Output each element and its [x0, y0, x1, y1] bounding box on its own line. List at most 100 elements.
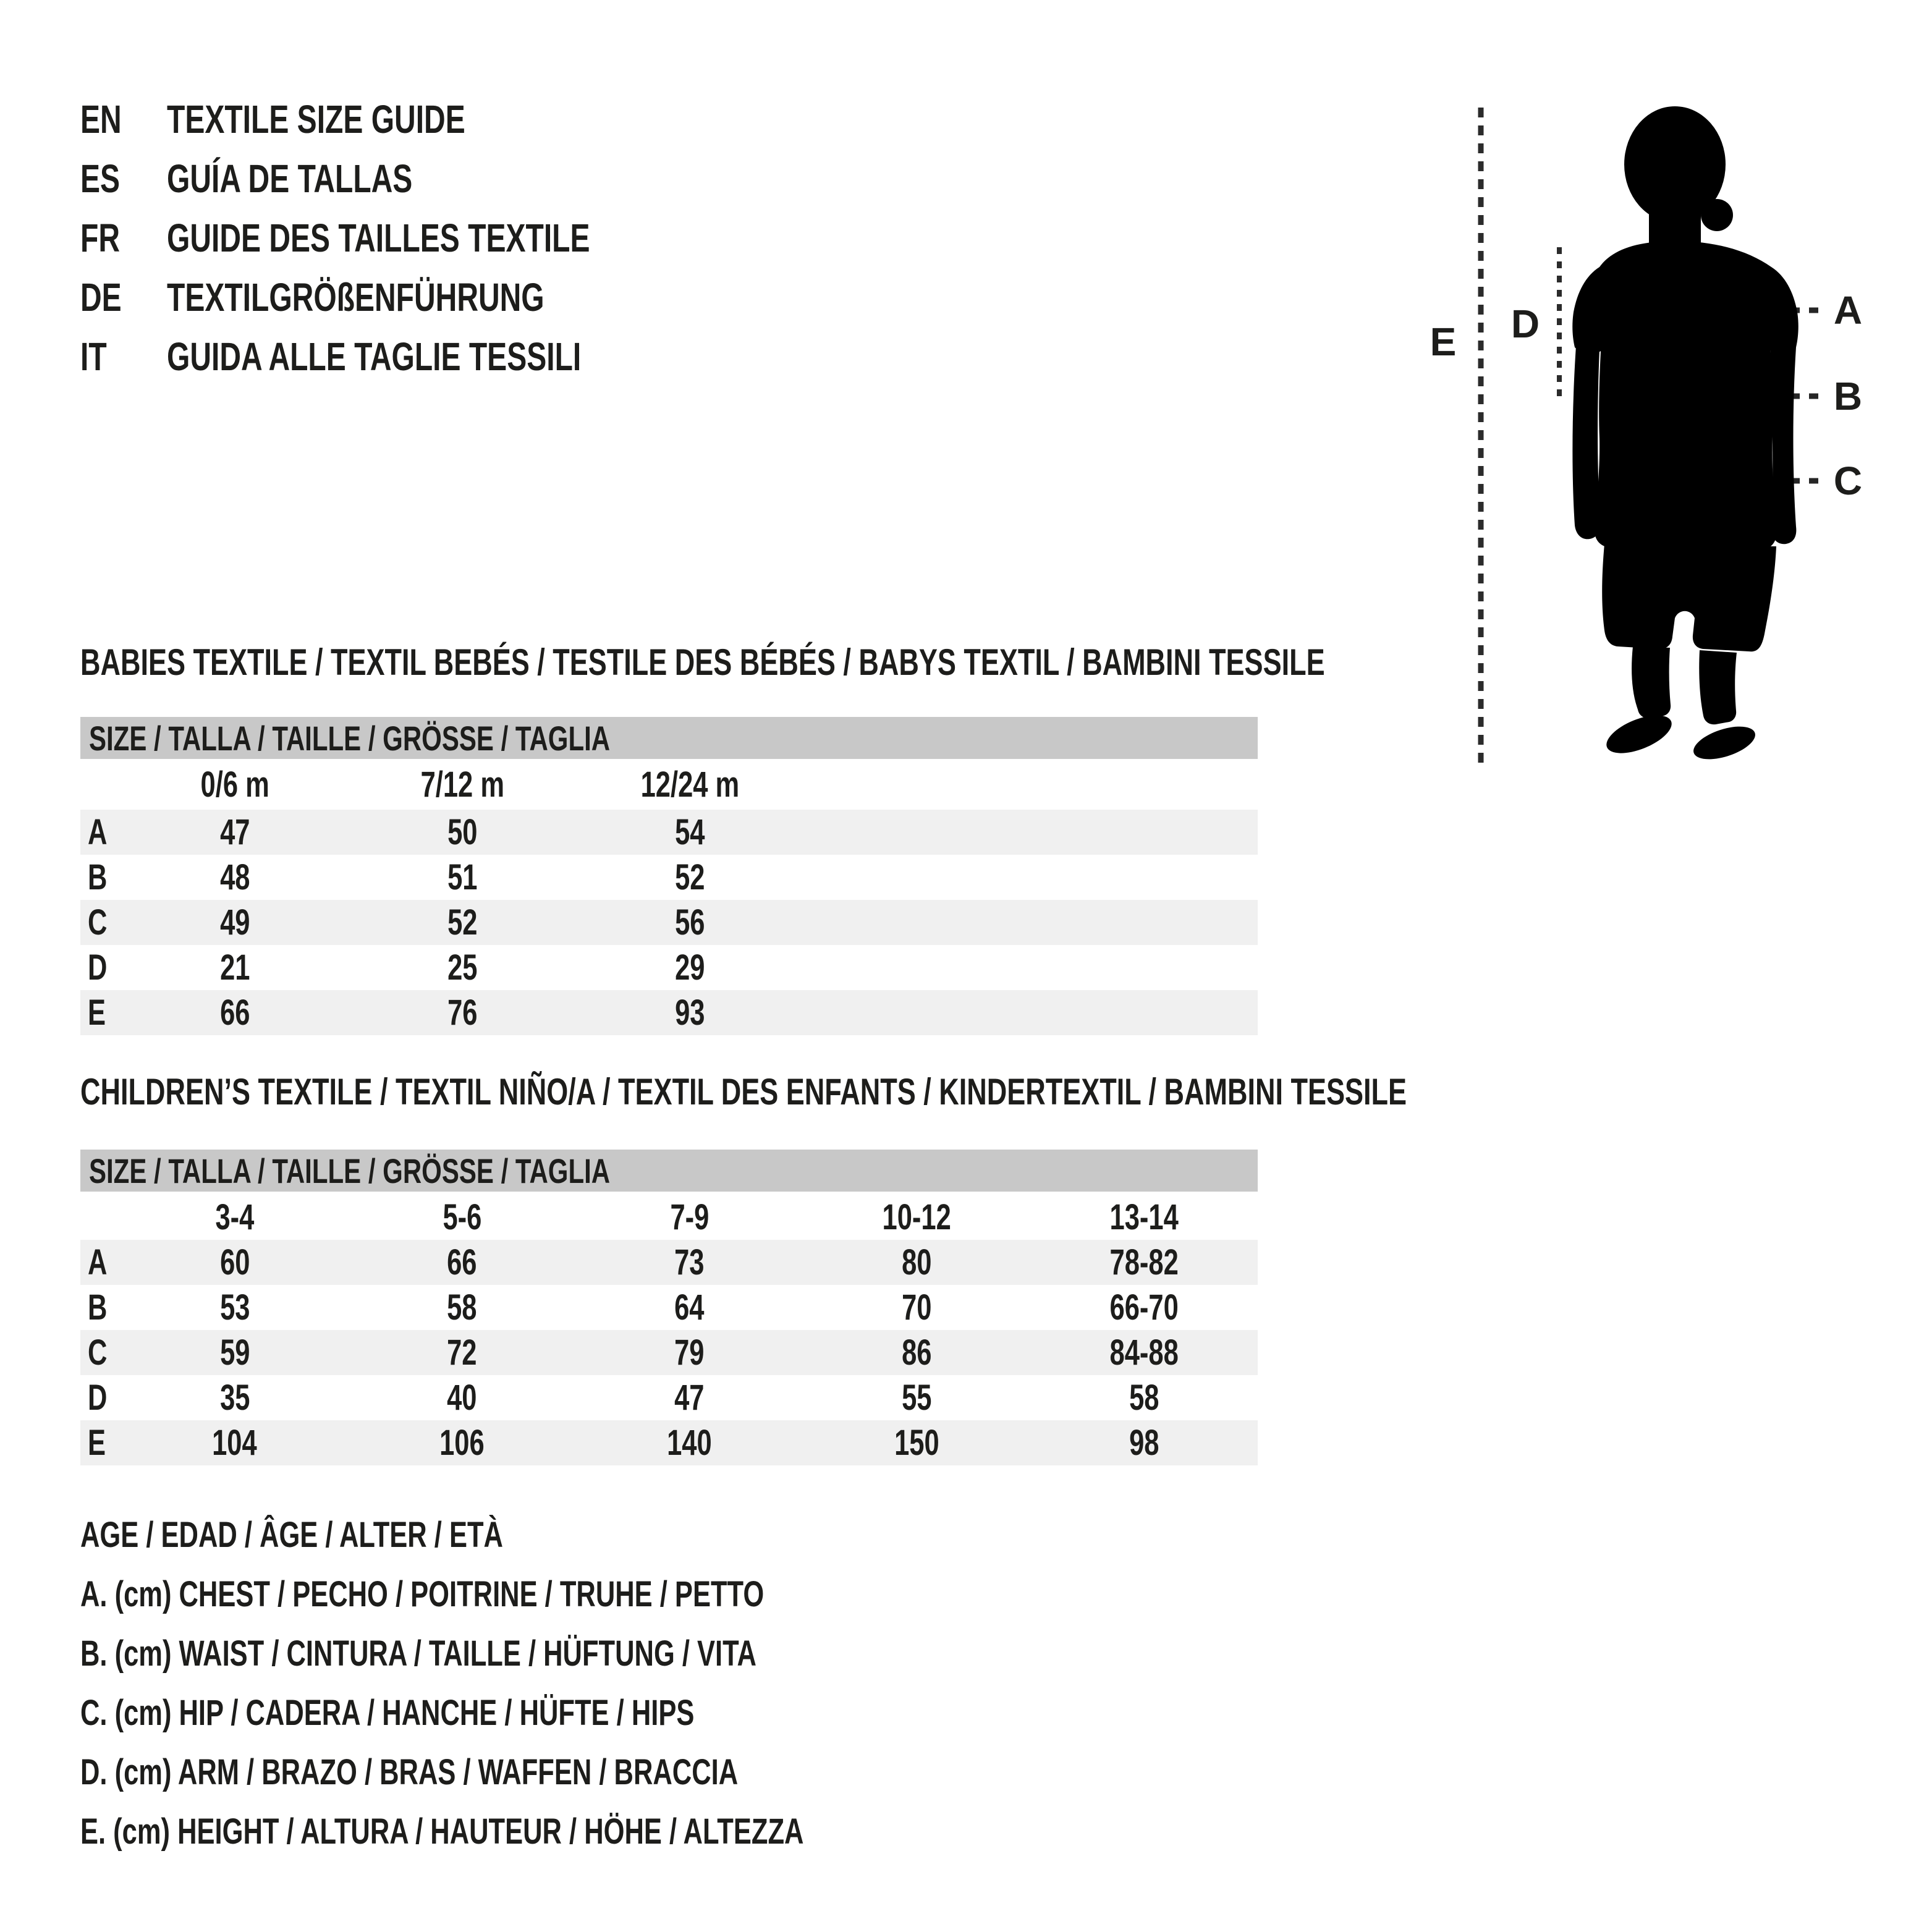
language-code-text: ES	[80, 156, 121, 201]
language-title-text: GUÍA DE TALLAS	[167, 156, 413, 201]
language-code-text: DE	[80, 275, 122, 320]
language-code-text: IT	[80, 334, 107, 379]
language-title: GUIDA ALLE TAGLIE TESSILI	[167, 334, 719, 379]
language-title-text: GUIDA ALLE TAGLIE TESSILI	[167, 334, 582, 379]
language-code: DE	[80, 274, 167, 320]
legend-arm: D. (cm) ARM / BRAZO / BRAS / WAFFEN / BR…	[80, 1752, 739, 1792]
table-cell: 54	[674, 812, 705, 852]
legend-age: AGE / EDAD / ÂGE / ALTER / ETÀ	[80, 1514, 503, 1555]
table-cell: 58	[447, 1287, 477, 1328]
table-cell: 58	[1129, 1378, 1159, 1418]
table-cell: 51	[447, 857, 478, 897]
language-code: ES	[80, 156, 167, 201]
babies-size-header-bar: SIZE / TALLA / TAILLE / GRÖSSE / TAGLIA	[80, 717, 1258, 759]
language-code: IT	[80, 334, 167, 379]
table-cell: 73	[674, 1242, 705, 1282]
table-cell: 104	[212, 1423, 258, 1463]
language-title-list: EN TEXTILE SIZE GUIDE ES GUÍA DE TALLAS …	[80, 90, 731, 386]
language-title: GUIDE DES TAILLES TEXTILE	[167, 215, 731, 261]
babies-section-title-text: BABIES TEXTILE / TEXTIL BEBÉS / TESTILE …	[80, 642, 1325, 683]
language-code: EN	[80, 96, 167, 142]
language-row-fr: FR GUIDE DES TAILLES TEXTILE	[80, 208, 731, 268]
column-header-text: 12/24 m	[640, 764, 739, 805]
table-cell: 93	[674, 993, 705, 1033]
babies-section-title: BABIES TEXTILE / TEXTIL BEBÉS / TESTILE …	[80, 643, 1740, 682]
table-cell: 79	[674, 1332, 705, 1373]
table-cell: 66	[447, 1242, 477, 1282]
table-cell: 29	[674, 947, 705, 988]
language-row-en: EN TEXTILE SIZE GUIDE	[80, 90, 731, 149]
column-header-text: 7-9	[670, 1197, 709, 1237]
row-label: E	[88, 993, 106, 1033]
row-label: E	[88, 1423, 106, 1463]
table-cell: 66	[219, 993, 250, 1033]
table-row: A 47 50 54	[80, 810, 1258, 855]
table-row: A 60 66 73 80 78-82	[80, 1240, 1258, 1285]
table-cell: 86	[902, 1332, 932, 1373]
column-header: 5-6	[349, 1197, 576, 1238]
table-cell: 56	[674, 902, 705, 943]
legend-height: E. (cm) HEIGHT / ALTURA / HAUTEUR / HÖHE…	[80, 1811, 804, 1852]
table-cell: 60	[219, 1242, 250, 1282]
table-cell: 64	[674, 1287, 705, 1328]
table-cell: 49	[219, 902, 250, 943]
column-header-text: 3-4	[215, 1197, 255, 1237]
table-cell: 106	[439, 1423, 485, 1463]
table-cell: 78-82	[1109, 1242, 1179, 1282]
column-header: 0/6 m	[121, 764, 349, 805]
table-cell: 59	[219, 1332, 250, 1373]
child-silhouette-icon	[1572, 106, 1799, 760]
row-label: A	[88, 1242, 108, 1282]
language-title-text: GUIDE DES TAILLES TEXTILE	[167, 216, 590, 260]
table-cell: 52	[447, 902, 478, 943]
table-row: D 21 25 29	[80, 945, 1258, 990]
column-header-text: 5-6	[443, 1197, 482, 1237]
table-cell: 140	[667, 1423, 712, 1463]
column-header-text: 13-14	[1109, 1197, 1179, 1237]
table-cell: 66-70	[1109, 1287, 1179, 1328]
table-cell: 150	[894, 1423, 939, 1463]
table-cell: 25	[447, 947, 478, 988]
table-cell: 98	[1129, 1423, 1159, 1463]
measurement-figure	[1478, 106, 1818, 763]
figure-label-e: E	[1430, 320, 1457, 364]
table-cell: 21	[219, 947, 250, 988]
table-cell: 50	[447, 812, 478, 852]
column-header-text: 7/12 m	[420, 764, 504, 805]
babies-table: A 47 50 54 B 48 51 52 C 49 52 56 D 21 25…	[80, 810, 1258, 1035]
table-cell: 72	[447, 1332, 477, 1373]
table-cell: 35	[219, 1378, 250, 1418]
column-header: 7/12 m	[349, 764, 576, 805]
table-cell: 53	[219, 1287, 250, 1328]
language-row-de: DE TEXTILGRÖßENFÜHRUNG	[80, 268, 731, 327]
legend-waist: B. (cm) WAIST / CINTURA / TAILLE / HÜFTU…	[80, 1633, 756, 1674]
babies-size-header-text: SIZE / TALLA / TAILLE / GRÖSSE / TAGLIA	[89, 718, 611, 758]
row-label: D	[88, 947, 108, 988]
table-row: C 49 52 56	[80, 900, 1258, 945]
table-row: B 53 58 64 70 66-70	[80, 1285, 1258, 1330]
table-cell: 84-88	[1109, 1332, 1179, 1373]
row-label: D	[88, 1378, 108, 1418]
column-header-text: 0/6 m	[200, 764, 269, 805]
column-header: 7-9	[576, 1197, 803, 1238]
figure-label-c: C	[1833, 459, 1863, 503]
row-label: C	[88, 1332, 108, 1373]
children-section-title-text: CHILDREN’S TEXTILE / TEXTIL NIÑO/A / TEX…	[80, 1071, 1407, 1112]
language-title-text: TEXTILE SIZE GUIDE	[167, 97, 465, 142]
figure-label-b: B	[1833, 374, 1863, 418]
language-row-it: IT GUIDA ALLE TAGLIE TESSILI	[80, 327, 731, 386]
table-cell: 52	[674, 857, 705, 897]
language-title-text: TEXTILGRÖßENFÜHRUNG	[167, 275, 544, 320]
table-cell: 47	[219, 812, 250, 852]
row-label: B	[88, 1287, 108, 1328]
children-table: A 60 66 73 80 78-82 B 53 58 64 70 66-70 …	[80, 1240, 1258, 1465]
children-column-headers: 3-4 5-6 7-9 10-12 13-14	[80, 1192, 1258, 1242]
table-cell: 47	[674, 1378, 705, 1418]
row-label: C	[88, 902, 108, 943]
column-header: 3-4	[121, 1197, 349, 1238]
measurement-legend: AGE / EDAD / ÂGE / ALTER / ETÀ A. (cm) C…	[80, 1505, 1045, 1861]
legend-chest: A. (cm) CHEST / PECHO / POITRINE / TRUHE…	[80, 1574, 765, 1614]
row-label: B	[88, 857, 108, 897]
children-section-title: CHILDREN’S TEXTILE / TEXTIL NIÑO/A / TEX…	[80, 1072, 1849, 1112]
table-row: D 35 40 47 55 58	[80, 1375, 1258, 1420]
